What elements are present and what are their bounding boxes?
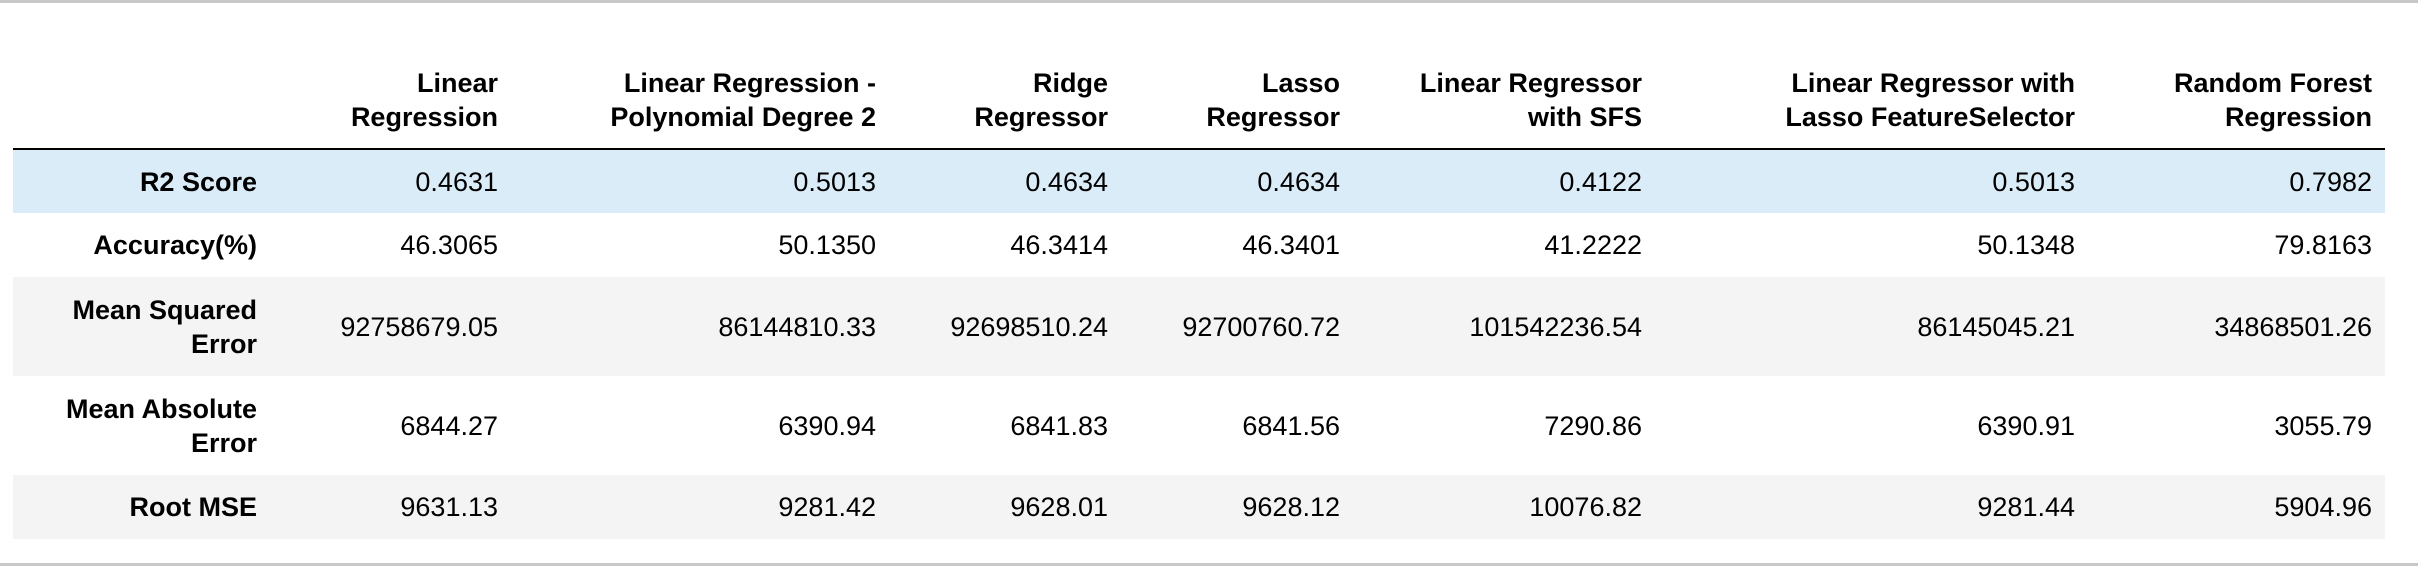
table-cell: 0.4122: [1559, 166, 1642, 197]
column-header: Linear Regression: [270, 55, 511, 150]
row-header: Root MSE: [129, 492, 258, 522]
table-cell: 9281.42: [778, 492, 876, 522]
top-divider: [0, 0, 2418, 3]
table-cell: 0.5013: [1992, 166, 2075, 197]
table-cell: 6844.27: [400, 410, 498, 441]
column-header: Random Forest Regression: [2088, 55, 2385, 150]
column-header: Linear Regressor with SFS: [1353, 55, 1655, 150]
table-cell: 3055.79: [2274, 410, 2372, 441]
table-cell: 92758679.05: [340, 311, 498, 342]
table-cell: 6390.94: [778, 410, 876, 441]
column-header: Lasso Regressor: [1121, 55, 1353, 150]
table-cell: 50.1350: [778, 230, 876, 260]
table-cell: 34868501.26: [2214, 311, 2372, 342]
row-header: Accuracy(%): [93, 230, 257, 260]
table-cell: 6841.56: [1242, 410, 1340, 441]
table-cell: 0.4634: [1257, 166, 1340, 197]
table-row: R2 Score 0.4631 0.5013 0.4634 0.4634 0.4…: [13, 149, 2385, 213]
table-cell: 0.4634: [1025, 166, 1108, 197]
row-header: R2 Score: [139, 166, 257, 197]
table-cell: 9631.13: [400, 492, 498, 522]
column-header: Linear Regressor with Lasso FeatureSelect…: [1655, 55, 2088, 150]
table-cell: 0.7982: [2289, 166, 2372, 197]
model-comparison-table: Linear Regression Linear Regression - Poly…: [13, 55, 2385, 539]
column-header: Linear Regression - Polynomial Degree 2: [511, 55, 889, 150]
table-cell: 50.1348: [1977, 230, 2075, 260]
table-cell: 6390.91: [1977, 410, 2075, 441]
table-cell: 5904.96: [2274, 492, 2372, 522]
table-cell: 0.4631: [415, 166, 498, 197]
table-cell: 9628.12: [1242, 492, 1340, 522]
table-cell: 101542236.54: [1469, 311, 1642, 342]
table-cell: 46.3414: [1010, 230, 1108, 260]
table-cell: 46.3401: [1242, 230, 1340, 260]
table-row: Accuracy(%) 46.3065 50.1350 46.3414 46.3…: [13, 213, 2385, 277]
table-cell: 6841.83: [1010, 410, 1108, 441]
table-cell: 10076.82: [1529, 492, 1642, 522]
bottom-divider: [0, 563, 2418, 566]
table-cell: 41.2222: [1544, 230, 1642, 260]
table-cell: 9628.01: [1010, 492, 1108, 522]
table-cell: 92698510.24: [950, 311, 1108, 342]
table-row: Mean Squared Error 92758679.05 86144810.3…: [13, 277, 2385, 376]
header-row: Linear Regression Linear Regression - Poly…: [13, 55, 2385, 150]
table-cell: 0.5013: [793, 166, 876, 197]
table-cell: 46.3065: [400, 230, 498, 260]
table-row: Mean Absolute Error 6844.27 6390.94 6841.…: [13, 376, 2385, 475]
row-header: Mean Absolute Error: [65, 393, 257, 458]
table-cell: 9281.44: [1977, 492, 2075, 522]
table-row: Root MSE 9631.13 9281.42 9628.01 9628.12…: [13, 475, 2385, 539]
table-cell: 7290.86: [1544, 410, 1642, 441]
corner-header: [13, 55, 270, 150]
table-cell: 86145045.21: [1917, 311, 2075, 342]
table-cell: 79.8163: [2274, 230, 2372, 260]
column-header: Ridge Regressor: [889, 55, 1121, 150]
table-cell: 86144810.33: [718, 311, 876, 342]
row-header: Mean Squared Error: [72, 294, 257, 359]
table-cell: 92700760.72: [1182, 311, 1340, 342]
